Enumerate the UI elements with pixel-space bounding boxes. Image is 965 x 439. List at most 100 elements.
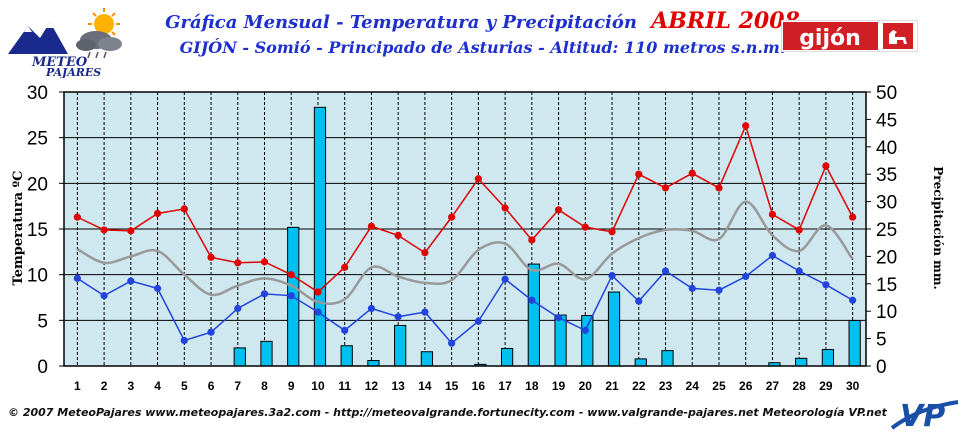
avg-temp-curve xyxy=(76,200,854,305)
precip-bar xyxy=(394,324,407,367)
x-tick-label: 29 xyxy=(819,379,833,393)
precip-bar xyxy=(527,263,540,367)
min-temp-point xyxy=(581,326,589,334)
max-temp-point xyxy=(341,263,349,271)
x-tick-label: 28 xyxy=(792,379,806,393)
llama-icon xyxy=(883,23,913,49)
min-temp-point xyxy=(474,317,482,325)
x-tick-label: 2 xyxy=(101,379,108,393)
x-tick-label: 13 xyxy=(391,379,405,393)
x-tick-label: 1 xyxy=(74,379,81,393)
cloud-icon xyxy=(76,31,122,59)
min-temp-point xyxy=(768,251,777,260)
x-tick-label: 3 xyxy=(127,379,134,393)
vp-logo-text: VP xyxy=(900,399,945,434)
x-tick-label: 25 xyxy=(712,379,726,393)
min-temp-point xyxy=(421,308,429,316)
footer-credits: © 2007 MeteoPajares www.meteopajares.3a2… xyxy=(8,406,887,419)
x-tick-label: 22 xyxy=(632,379,646,393)
logo-gijon-text: gijón xyxy=(799,26,861,51)
x-tick-label: 10 xyxy=(311,379,325,393)
max-temp-point xyxy=(394,231,402,239)
meteopajares-logo: METEO PAJARES xyxy=(8,8,122,78)
title-text: Gráfica Mensual - Temperatura y Precipit… xyxy=(165,12,637,33)
mountain-icon xyxy=(8,22,68,54)
y2-tick-label: 20 xyxy=(876,247,897,268)
y2-tick-label: 30 xyxy=(876,193,897,214)
precip-bar xyxy=(260,340,273,367)
x-tick-label: 7 xyxy=(234,379,241,393)
x-tick-label: 16 xyxy=(472,379,486,393)
min-temp-point xyxy=(795,267,803,275)
vp-logo: VP xyxy=(890,399,959,434)
max-temp-line xyxy=(77,123,854,293)
max-temp-point xyxy=(581,223,589,231)
x-tick-label: 4 xyxy=(154,379,161,393)
y-tick-label: 20 xyxy=(27,174,48,195)
x-tick-label: 27 xyxy=(766,379,780,393)
min-temp-point xyxy=(528,296,536,304)
precip-bar xyxy=(661,350,674,367)
max-temp-point xyxy=(314,288,322,296)
x-tick-label: 8 xyxy=(261,379,268,393)
y2-tick-label: 50 xyxy=(876,83,897,104)
max-temp-point xyxy=(260,258,269,266)
y-tick-label: 25 xyxy=(27,129,48,150)
max-temp-point xyxy=(180,205,188,213)
x-tick-label: 20 xyxy=(579,379,593,393)
x-tick-label: 30 xyxy=(846,379,860,393)
min-temp-point xyxy=(742,272,750,281)
max-temp-point xyxy=(688,169,696,177)
precip-bar xyxy=(420,351,434,367)
max-temp-point xyxy=(207,253,215,261)
x-tick-label: 5 xyxy=(181,379,188,393)
precip-bar xyxy=(500,347,514,367)
gijon-logo: gijón xyxy=(781,20,918,52)
x-tick-label: 23 xyxy=(659,379,673,393)
precip-bar xyxy=(581,315,594,367)
max-temp-point xyxy=(661,184,670,192)
precip-bar xyxy=(821,349,835,367)
x-tick-label: 6 xyxy=(208,379,215,393)
precip-bar xyxy=(634,358,647,367)
min-temp-point xyxy=(260,290,269,298)
min-temp-point xyxy=(501,275,509,283)
max-temp-point xyxy=(234,259,242,267)
max-temp-point xyxy=(635,170,643,178)
precip-bar xyxy=(607,291,621,367)
max-temp-point xyxy=(554,206,563,214)
min-temp-point xyxy=(554,313,563,322)
min-temp-point xyxy=(153,284,162,292)
y2-tick-label: 15 xyxy=(876,275,897,296)
x-tick-label: 24 xyxy=(686,379,700,393)
min-temp-point xyxy=(314,308,322,316)
max-temp-point xyxy=(73,213,81,221)
min-temp-point xyxy=(367,304,376,313)
min-temp-point xyxy=(448,339,456,347)
x-tick-label: 19 xyxy=(552,379,566,393)
max-temp-point xyxy=(822,162,830,170)
y-tick-label: 10 xyxy=(27,266,48,287)
precip-bar xyxy=(313,106,327,367)
y-axis-label: Temperatura ºC xyxy=(11,171,26,286)
min-temp-point xyxy=(341,326,349,334)
min-temp-point xyxy=(234,304,242,313)
title-month: ABRIL 2008 xyxy=(651,8,800,34)
max-temp-point xyxy=(287,271,295,279)
min-temp-point xyxy=(394,313,402,321)
x-tick-label: 26 xyxy=(739,379,753,393)
x-tick-label: 18 xyxy=(525,379,539,393)
max-temp-point xyxy=(608,228,616,236)
y-tick-label: 30 xyxy=(27,83,48,104)
y-tick-label: 0 xyxy=(37,357,48,378)
min-temp-point xyxy=(73,274,81,282)
y2-tick-label: 5 xyxy=(876,330,887,351)
min-temp-point xyxy=(715,286,723,294)
max-temp-point xyxy=(742,122,750,130)
min-temp-point xyxy=(635,297,643,305)
logo-text-pajares: PAJARES xyxy=(45,66,101,78)
chart-subtitle: GIJÓN - Somió - Principado de Asturias -… xyxy=(179,38,786,57)
x-tick-label: 21 xyxy=(605,379,619,393)
